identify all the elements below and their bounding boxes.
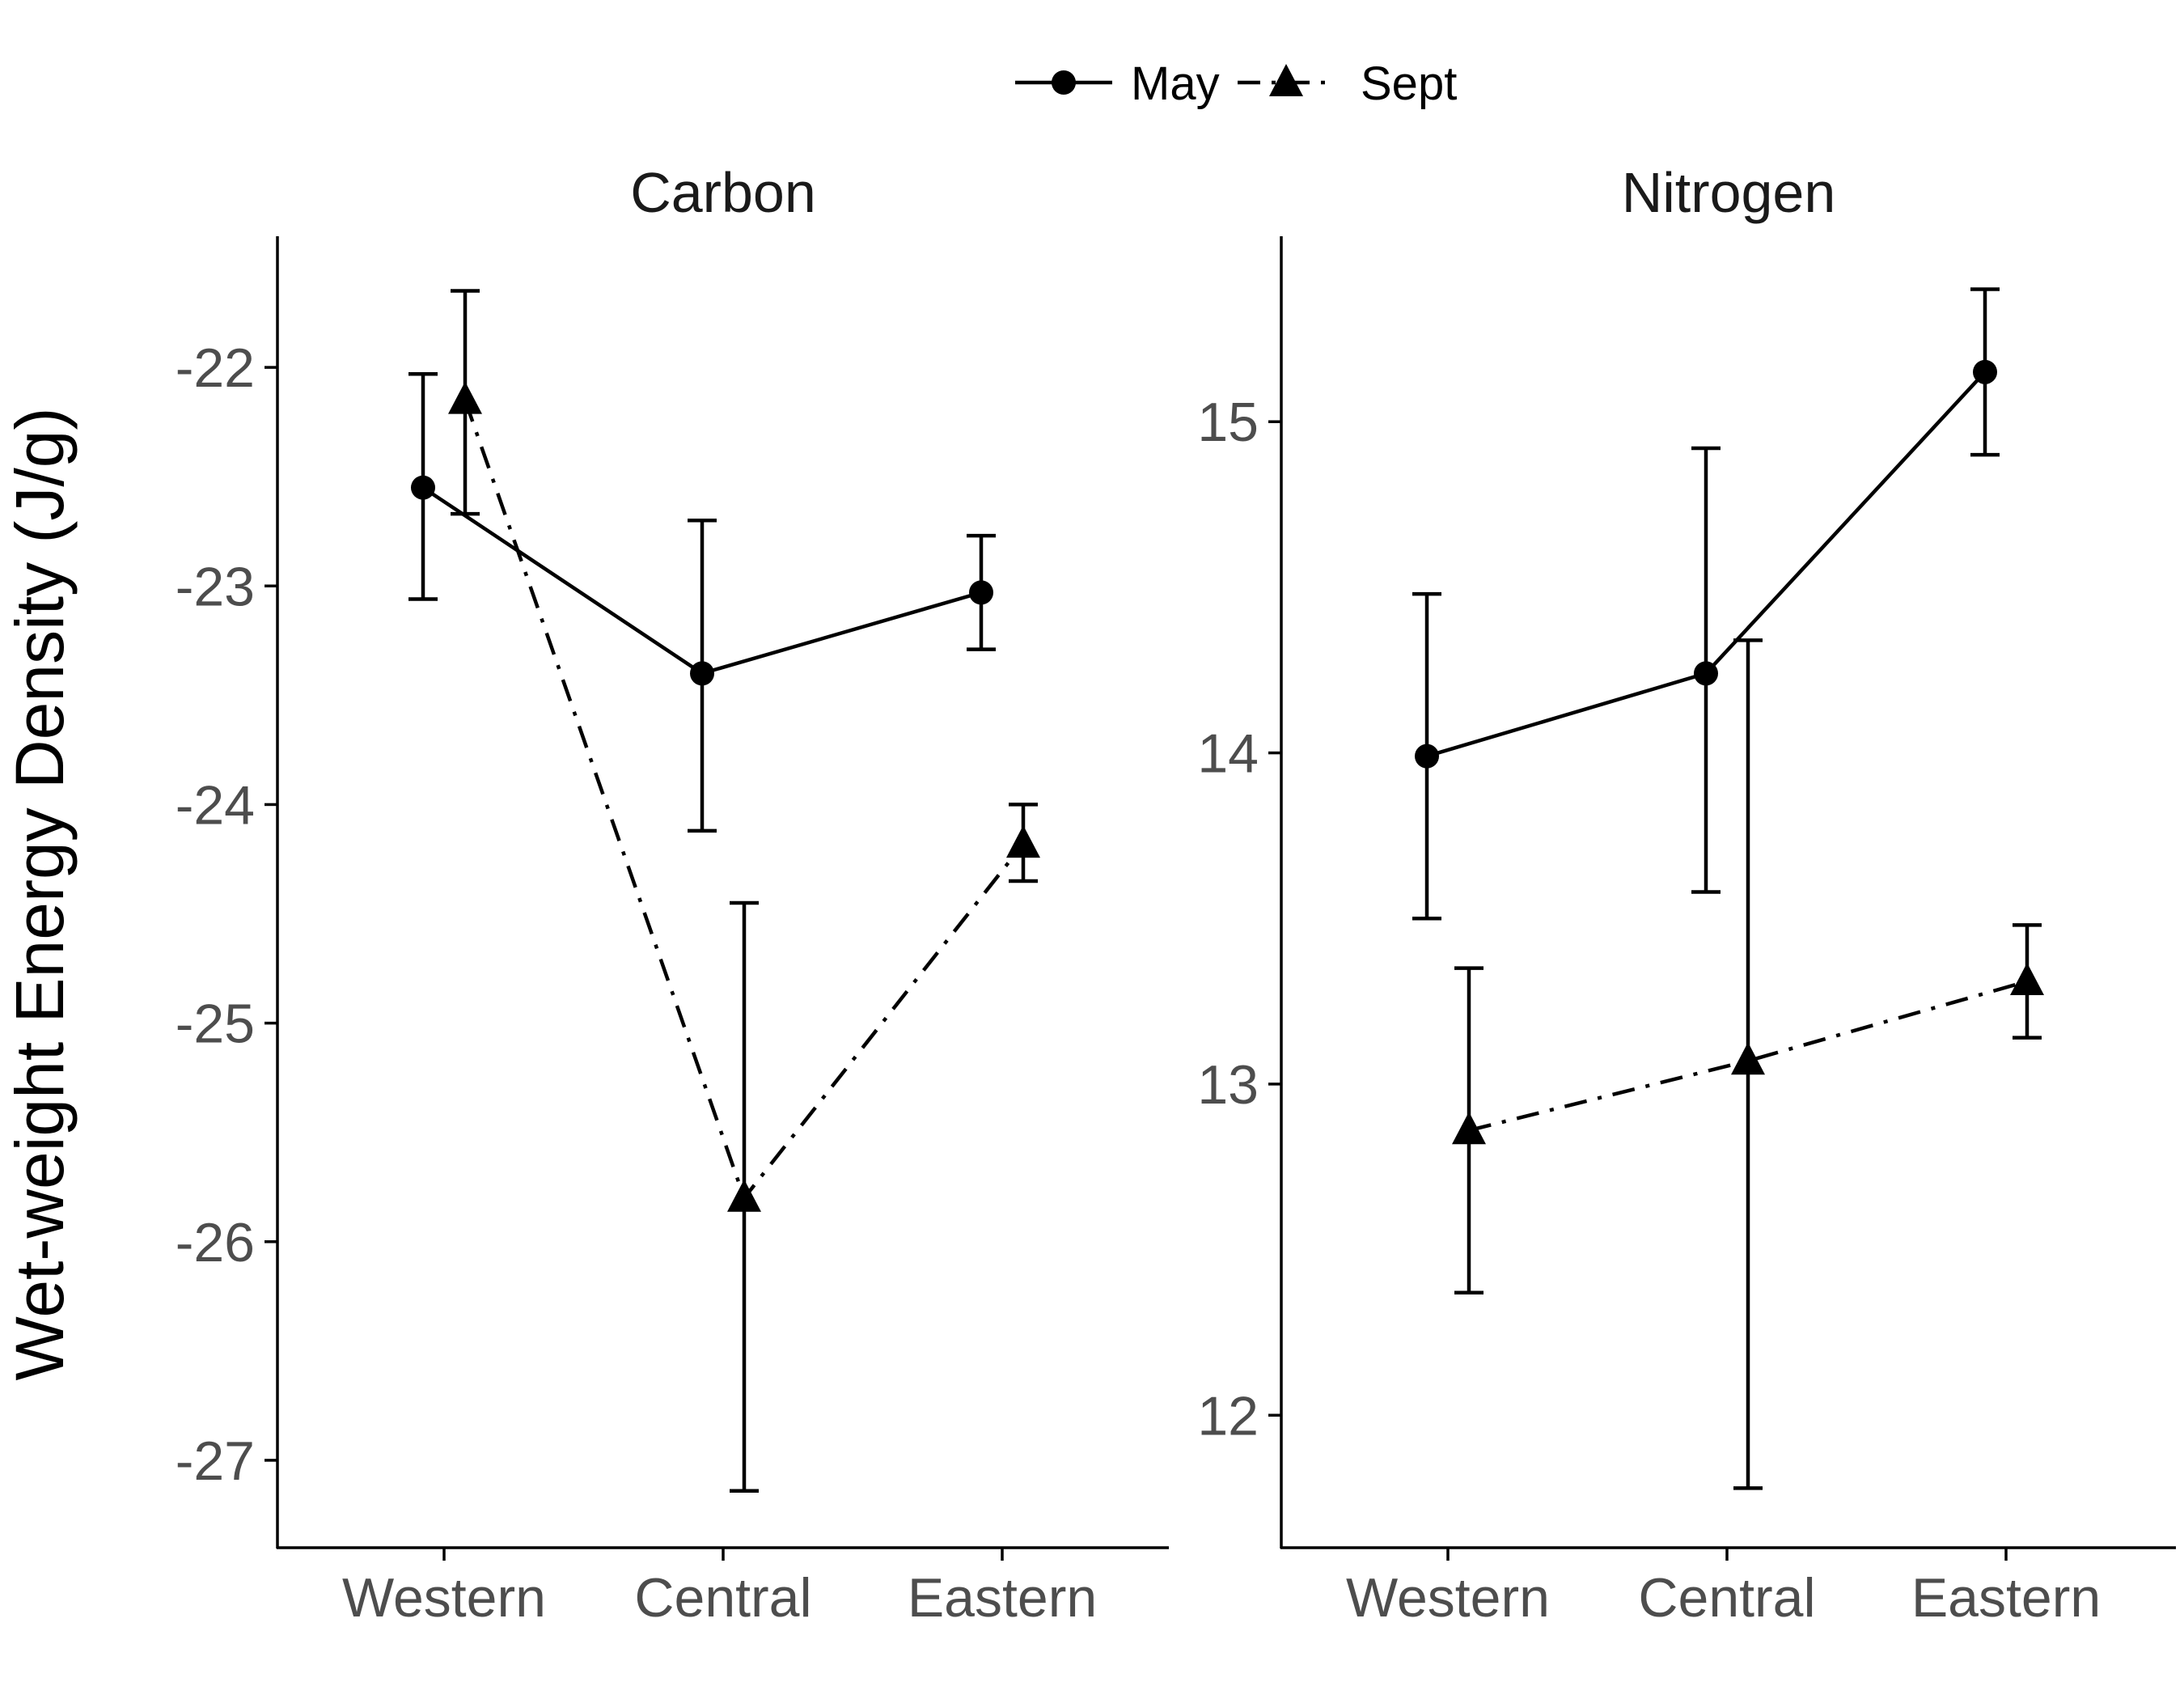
y-tick-label-carbon: -24 — [176, 774, 255, 836]
panel-carbon: Carbon -27 -26 -25 -24 -23 -22 Western Central Ea… — [176, 161, 1169, 1629]
data-point-sept-eastern — [1006, 825, 1040, 858]
y-tick-label-carbon: -23 — [176, 556, 255, 617]
y-tick-label-carbon: -27 — [176, 1430, 255, 1492]
data-point-may-western — [1415, 744, 1439, 769]
y-tick-label-nitrogen: 15 — [1197, 392, 1259, 453]
y-tick-label-nitrogen: 14 — [1197, 723, 1259, 785]
x-tick-label-western: Western — [342, 1567, 546, 1629]
y-tick-label-nitrogen: 12 — [1197, 1385, 1259, 1447]
panel-title-nitrogen: Nitrogen — [1622, 161, 1836, 224]
legend-key-marker-sept — [1269, 64, 1303, 96]
series-sept-nitrogen — [1452, 638, 2044, 1490]
data-point-sept-western — [1452, 1112, 1486, 1145]
panel-nitrogen: Nitrogen 12 13 14 15 Western Central Eastern — [1197, 161, 2176, 1629]
x-tick-label-central: Central — [634, 1567, 811, 1629]
x-tick-label-eastern: Eastern — [908, 1567, 1097, 1629]
series-sept-carbon — [448, 289, 1040, 1494]
legend-label-sept: Sept — [1361, 57, 1457, 110]
data-point-may-eastern — [969, 580, 993, 605]
data-point-may-western — [411, 475, 435, 500]
y-tick-label-carbon: -25 — [176, 994, 255, 1055]
legend-label-may: May — [1131, 57, 1220, 110]
panel-title-carbon: Carbon — [630, 161, 816, 224]
legend-key-marker-may — [1052, 70, 1076, 95]
data-point-may-eastern — [1973, 359, 1997, 384]
y-tick-label-nitrogen: 13 — [1197, 1054, 1259, 1116]
series-may-carbon — [408, 371, 996, 833]
y-tick-label-carbon: -22 — [176, 337, 255, 399]
data-point-sept-central — [727, 1179, 761, 1212]
x-tick-label-western: Western — [1346, 1567, 1550, 1629]
series-line-sept — [1468, 979, 2028, 1133]
data-point-sept-eastern — [2010, 963, 2044, 996]
data-point-sept-central — [1731, 1042, 1765, 1075]
x-tick-label-central: Central — [1638, 1567, 1815, 1629]
data-point-may-central — [690, 661, 714, 686]
data-point-sept-western — [448, 381, 482, 414]
y-tick-label-carbon: -26 — [176, 1212, 255, 1273]
x-tick-label-eastern: Eastern — [1911, 1567, 2101, 1629]
legend: May Sept — [1015, 57, 1457, 110]
data-point-may-central — [1694, 661, 1718, 686]
y-axis-title: Wet-weight Energy Density (J/g) — [2, 408, 78, 1381]
series-may-nitrogen — [1412, 287, 2000, 921]
